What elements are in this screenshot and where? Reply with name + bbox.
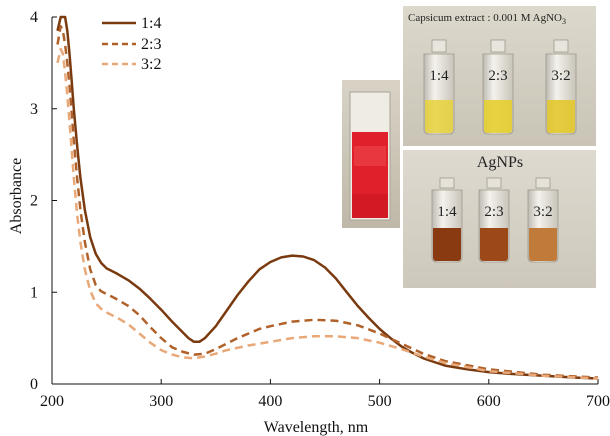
y-tick-label: 1	[30, 284, 38, 301]
vial-2-agnps	[478, 177, 510, 263]
cuvette-photo	[342, 80, 400, 228]
series-line-1	[56, 15, 599, 380]
inset-bottom-label-1: 1:4	[437, 204, 457, 220]
x-tick-label: 300	[149, 393, 173, 410]
y-tick-label: 3	[30, 101, 38, 118]
inset-top-label-3: 3:2	[551, 68, 570, 84]
y-tick-label: 2	[30, 193, 38, 210]
x-tick-label: 600	[477, 393, 501, 410]
x-tick-label: 700	[586, 393, 610, 410]
y-ticks: 0 1 2 3 4	[30, 9, 57, 393]
series-layer	[56, 15, 599, 380]
vial-2-precursor	[482, 39, 514, 135]
inset-bottom-label-3: 3:2	[533, 204, 552, 220]
x-ticks: 200 300 400 500 600 700	[40, 379, 610, 410]
legend-label-1: 1:4	[141, 15, 161, 32]
vial-1-agnps	[431, 177, 463, 263]
series-line-3	[56, 47, 599, 380]
y-tick-label: 0	[30, 376, 38, 393]
y-axis-label: Absorbance	[8, 158, 25, 234]
y-tick-label: 4	[30, 9, 38, 26]
vial-3-agnps	[527, 177, 559, 263]
inset-bottom-label-2: 2:3	[484, 204, 503, 220]
vial-1-precursor	[423, 39, 455, 135]
series-line-2	[56, 24, 599, 379]
inset-photo-agnps: AgNPs 1:4 2:3 3:2	[403, 150, 596, 288]
inset-title: Capsicum extract : 0.001 M AgNO3	[408, 12, 566, 26]
x-axis-label: Wavelength, nm	[264, 419, 369, 436]
inset-photo-precursor: Capsicum extract : 0.001 M AgNO3 1:4 2:3…	[403, 6, 596, 146]
inset-bottom-title: AgNPs	[477, 154, 523, 171]
vial-3-precursor	[545, 39, 577, 135]
x-tick-label: 500	[368, 393, 392, 410]
legend-label-3: 3:2	[141, 56, 161, 73]
inset-top-label-2: 2:3	[488, 68, 507, 84]
legend: 1:4 2:3 3:2	[102, 15, 161, 73]
legend-label-2: 2:3	[141, 36, 161, 53]
inset-top-label-1: 1:4	[429, 68, 449, 84]
x-tick-label: 200	[40, 393, 64, 410]
x-tick-label: 400	[258, 393, 282, 410]
